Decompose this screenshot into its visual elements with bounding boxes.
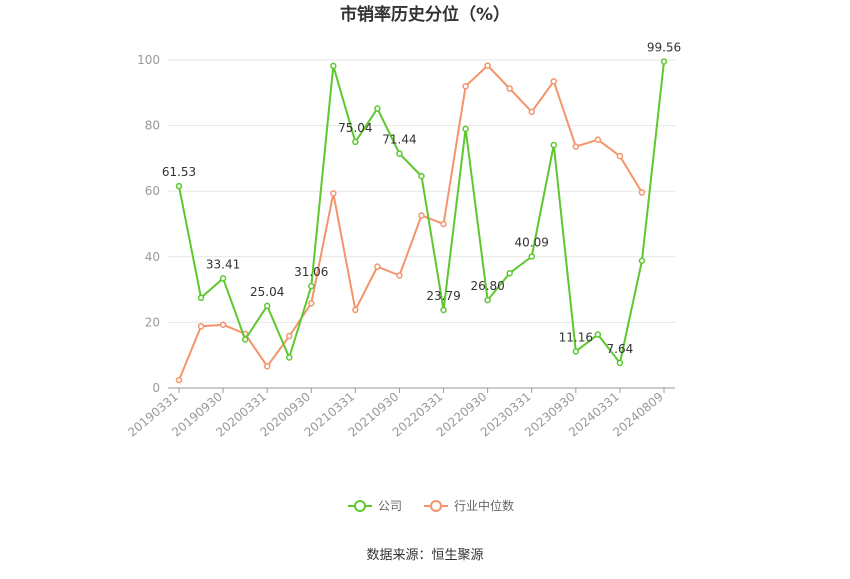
data-point[interactable] <box>175 182 183 190</box>
data-label: 33.41 <box>206 257 240 271</box>
data-label: 23.79 <box>426 289 460 303</box>
data-point[interactable] <box>396 150 403 157</box>
data-label: 71.44 <box>382 133 416 147</box>
data-label: 25.04 <box>250 285 284 299</box>
data-point[interactable] <box>352 138 359 146</box>
data-point[interactable] <box>263 302 271 310</box>
data-point[interactable] <box>638 257 646 264</box>
data-point[interactable] <box>506 269 513 277</box>
y-tick-label: 20 <box>145 315 160 329</box>
legend[interactable]: 公司 行业中位数 <box>348 498 514 513</box>
data-point[interactable] <box>616 359 624 367</box>
y-tick-label: 0 <box>152 381 160 395</box>
data-point[interactable] <box>396 272 403 279</box>
data-point[interactable] <box>285 354 293 361</box>
data-point[interactable] <box>440 220 447 228</box>
data-point[interactable] <box>219 321 227 328</box>
data-label: 31.06 <box>294 265 328 279</box>
data-point[interactable] <box>263 363 271 370</box>
data-point[interactable] <box>462 82 469 90</box>
series-layer <box>175 58 668 384</box>
data-label: 75.04 <box>338 121 372 135</box>
data-label: 7.64 <box>607 342 634 356</box>
data-point[interactable] <box>528 108 535 116</box>
data-point[interactable] <box>418 212 425 219</box>
data-point[interactable] <box>352 306 359 314</box>
legend-label: 行业中位数 <box>454 498 514 513</box>
y-tick-label: 40 <box>145 250 160 264</box>
data-point[interactable] <box>374 105 381 112</box>
data-point[interactable] <box>308 300 315 307</box>
data-point[interactable] <box>440 306 447 314</box>
grid-lines <box>168 59 675 323</box>
data-point[interactable] <box>330 190 337 197</box>
legend-swatch-marker <box>354 500 366 512</box>
y-tick-label: 100 <box>137 53 160 67</box>
chart-title: 市销率历史分位（%） <box>340 4 510 25</box>
data-point[interactable] <box>462 125 469 133</box>
data-label: 40.09 <box>515 236 549 250</box>
series-line-0 <box>178 61 665 364</box>
data-labels: 61.53 33.41 25.04 31.06 75.04 71.44 23.79 26.80… <box>162 40 681 355</box>
data-point[interactable] <box>506 85 513 92</box>
data-point[interactable] <box>308 282 315 290</box>
data-label: 99.56 <box>647 40 681 54</box>
data-point[interactable] <box>550 78 558 85</box>
data-source: 数据来源：恒生聚源 <box>366 548 483 563</box>
y-tick-label: 80 <box>145 119 160 133</box>
data-point[interactable] <box>572 143 580 150</box>
data-point[interactable] <box>484 296 491 304</box>
axes: 0204060801002019033120190930202003312020… <box>125 53 675 440</box>
data-point[interactable] <box>660 58 668 65</box>
legend-swatch-marker <box>430 500 442 512</box>
data-point[interactable] <box>594 331 602 338</box>
data-point[interactable] <box>616 152 624 160</box>
data-point[interactable] <box>330 62 337 70</box>
data-label: 61.53 <box>162 165 196 179</box>
data-point[interactable] <box>285 332 293 340</box>
data-point[interactable] <box>374 263 381 270</box>
data-point[interactable] <box>175 376 183 384</box>
data-point[interactable] <box>550 141 558 149</box>
data-point[interactable] <box>572 348 580 355</box>
legend-item-0[interactable]: 公司 <box>348 499 402 513</box>
data-label: 26.80 <box>470 279 504 293</box>
data-point[interactable] <box>197 294 205 302</box>
data-point[interactable] <box>638 189 646 196</box>
data-label: 11.16 <box>559 330 593 344</box>
data-point[interactable] <box>528 253 535 260</box>
legend-label: 公司 <box>378 499 402 513</box>
data-point[interactable] <box>594 136 602 143</box>
data-point[interactable] <box>484 62 491 69</box>
data-point[interactable] <box>219 275 227 282</box>
y-tick-label: 60 <box>145 184 160 198</box>
data-point[interactable] <box>418 172 425 180</box>
legend-item-1[interactable]: 行业中位数 <box>424 498 514 513</box>
series-line-1 <box>178 64 643 381</box>
data-point[interactable] <box>197 323 205 330</box>
data-point[interactable] <box>241 336 249 343</box>
